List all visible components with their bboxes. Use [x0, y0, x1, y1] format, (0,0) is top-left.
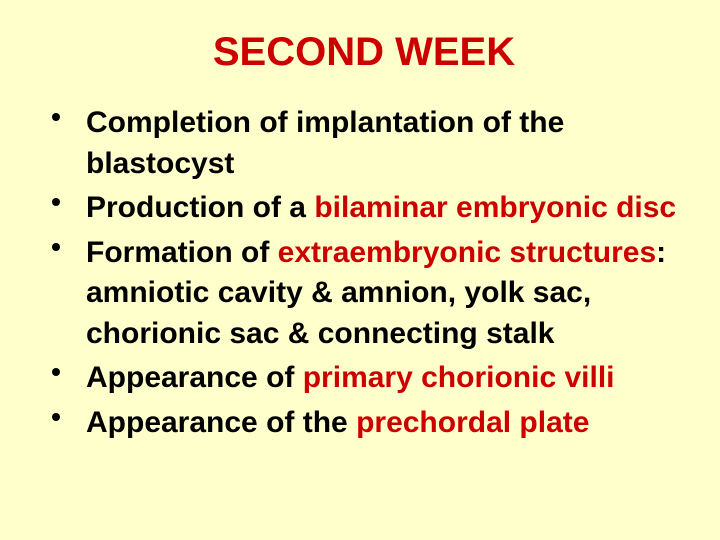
bullet-dot-icon — [52, 113, 60, 121]
emphasis-text: primary chorionic villi — [303, 361, 615, 394]
plain-text: Completion of implantation of the blasto… — [86, 106, 564, 180]
bullet-dot-icon — [52, 413, 60, 421]
bullet-item: Completion of implantation of the blasto… — [48, 103, 680, 184]
emphasis-text: prechordal plate — [356, 406, 589, 439]
bullet-dot-icon — [52, 198, 60, 206]
plain-text: Formation of — [86, 236, 278, 269]
bullet-text: Appearance of the prechordal plate — [86, 403, 680, 444]
bullet-item: Appearance of primary chorionic villi — [48, 358, 680, 399]
plain-text: Production of a — [86, 191, 314, 224]
bullet-dot-icon — [52, 243, 60, 251]
plain-text: Appearance of the — [86, 406, 356, 439]
bullet-list: Completion of implantation of the blasto… — [48, 103, 680, 443]
slide-title: SECOND WEEK — [48, 30, 680, 75]
bullet-dot-icon — [52, 368, 60, 376]
bullet-item: Formation of extraembryonic structures: … — [48, 233, 680, 355]
bullet-item: Production of a bilaminar embryonic disc — [48, 188, 680, 229]
bullet-text: Completion of implantation of the blasto… — [86, 103, 680, 184]
bullet-text: Appearance of primary chorionic villi — [86, 358, 680, 399]
bullet-text: Formation of extraembryonic structures: … — [86, 233, 680, 355]
plain-text: Appearance of — [86, 361, 303, 394]
emphasis-text: extraembryonic structures — [278, 236, 657, 269]
emphasis-text: bilaminar embryonic disc — [314, 191, 676, 224]
bullet-text: Production of a bilaminar embryonic disc — [86, 188, 680, 229]
bullet-item: Appearance of the prechordal plate — [48, 403, 680, 444]
